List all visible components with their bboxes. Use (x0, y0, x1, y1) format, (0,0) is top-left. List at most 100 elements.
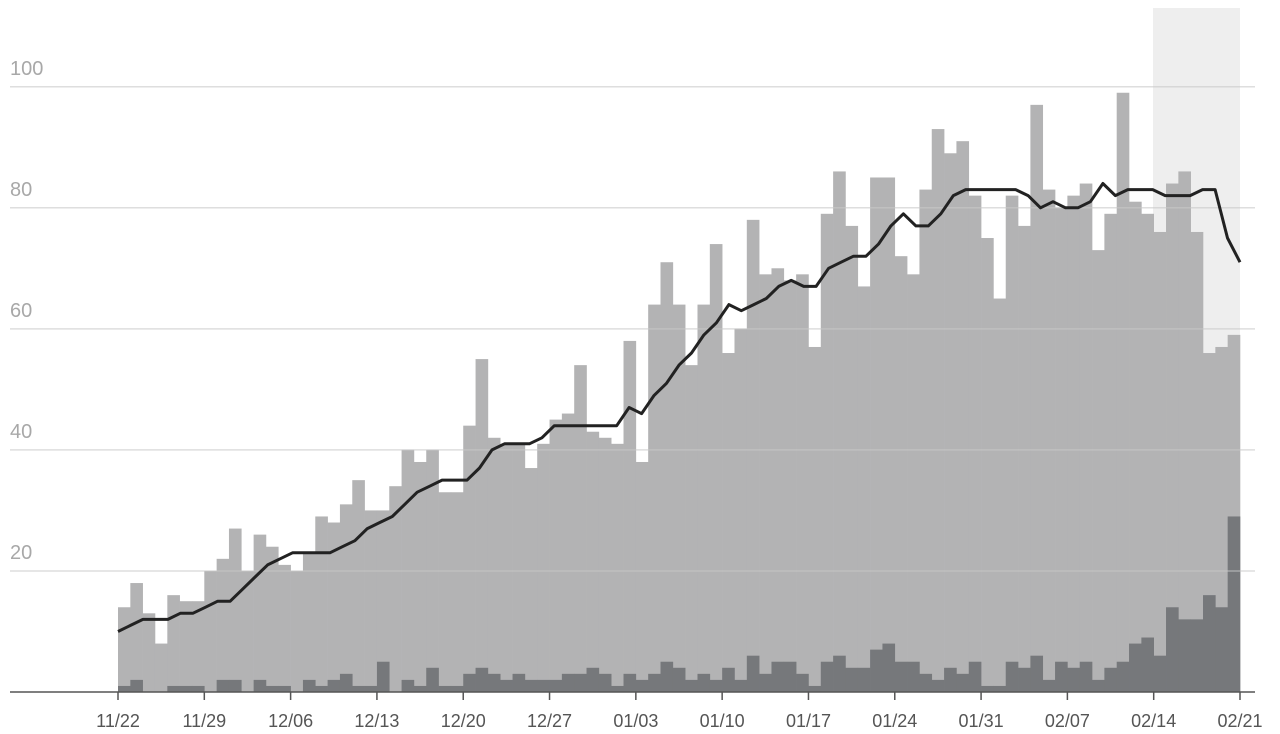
bar (1018, 225, 1031, 692)
bar (1042, 189, 1056, 692)
bar (907, 274, 920, 692)
x-tick-label: 01/24 (872, 711, 917, 731)
bar (660, 661, 674, 692)
bar (302, 552, 316, 692)
y-tick-label: 20 (10, 542, 32, 564)
bar (956, 141, 970, 692)
bar (635, 679, 649, 692)
bar (808, 685, 822, 692)
bar (438, 492, 452, 692)
bar (1104, 667, 1118, 692)
bar (1178, 619, 1191, 692)
bar (500, 443, 513, 692)
bar (167, 595, 180, 692)
bar (1153, 655, 1167, 692)
bar (1141, 213, 1154, 693)
bar (179, 685, 193, 692)
x-tick-label: 01/03 (613, 711, 658, 731)
x-tick-label: 02/07 (1045, 711, 1090, 731)
bar (500, 679, 513, 692)
bar (623, 673, 637, 692)
bar (352, 685, 365, 692)
bar (574, 673, 587, 692)
bar (1005, 195, 1019, 693)
bar (167, 685, 180, 692)
bar (882, 177, 896, 693)
bar (524, 468, 538, 692)
bar (130, 679, 143, 692)
bar (771, 268, 785, 692)
x-tick-label: 01/17 (786, 711, 831, 731)
bar (685, 365, 698, 692)
bar (241, 570, 254, 692)
y-tick-label: 80 (10, 179, 32, 201)
bar (981, 685, 994, 692)
bar (734, 328, 748, 692)
bar (1067, 195, 1081, 693)
bar (327, 679, 341, 692)
bar (1178, 171, 1191, 693)
bar (956, 673, 970, 692)
bar (845, 667, 859, 692)
bar (1042, 679, 1056, 692)
bar (278, 564, 291, 692)
bar (894, 661, 908, 692)
bar (574, 365, 587, 692)
bar (870, 177, 883, 693)
bar (685, 679, 698, 692)
bar (204, 570, 217, 692)
bar (931, 679, 945, 692)
bar (339, 673, 353, 692)
bar (253, 534, 267, 692)
bar (537, 679, 550, 692)
x-tick-label: 12/06 (268, 711, 313, 731)
bar (450, 492, 464, 692)
bar (611, 685, 624, 692)
bar (746, 219, 760, 693)
bar (611, 443, 624, 692)
bar (463, 673, 476, 692)
bar (919, 673, 933, 692)
bar (302, 679, 316, 692)
bar (981, 238, 994, 692)
bar (709, 244, 723, 692)
bar (1203, 595, 1216, 692)
bar (426, 667, 439, 692)
bar (1190, 231, 1204, 692)
bar (179, 601, 193, 692)
bar (524, 679, 538, 692)
bar (549, 679, 563, 692)
bar (1018, 667, 1031, 692)
bar (931, 129, 945, 692)
bar (376, 661, 390, 692)
bar (401, 679, 415, 692)
bar (265, 546, 279, 692)
bar (796, 274, 809, 692)
bar (759, 673, 772, 692)
bar (845, 225, 859, 692)
bar (944, 153, 957, 692)
average-line (117, 182, 1242, 633)
bar (216, 679, 230, 692)
bar (364, 510, 378, 692)
bar (598, 673, 612, 692)
bar (1190, 619, 1204, 692)
bar (130, 583, 143, 692)
y-tick-label: 100 (10, 58, 43, 80)
bar (820, 213, 834, 693)
bar (968, 195, 982, 693)
bar (771, 661, 785, 692)
bar (808, 346, 822, 692)
bar (1092, 250, 1105, 692)
bar (352, 480, 365, 692)
bar (475, 359, 489, 692)
bar (1055, 661, 1068, 692)
bar (672, 304, 686, 692)
bar (549, 419, 563, 692)
bar (1153, 231, 1167, 692)
bar (118, 607, 131, 692)
bar (944, 667, 957, 692)
y-tick-label: 60 (10, 300, 32, 322)
bar (487, 437, 501, 692)
